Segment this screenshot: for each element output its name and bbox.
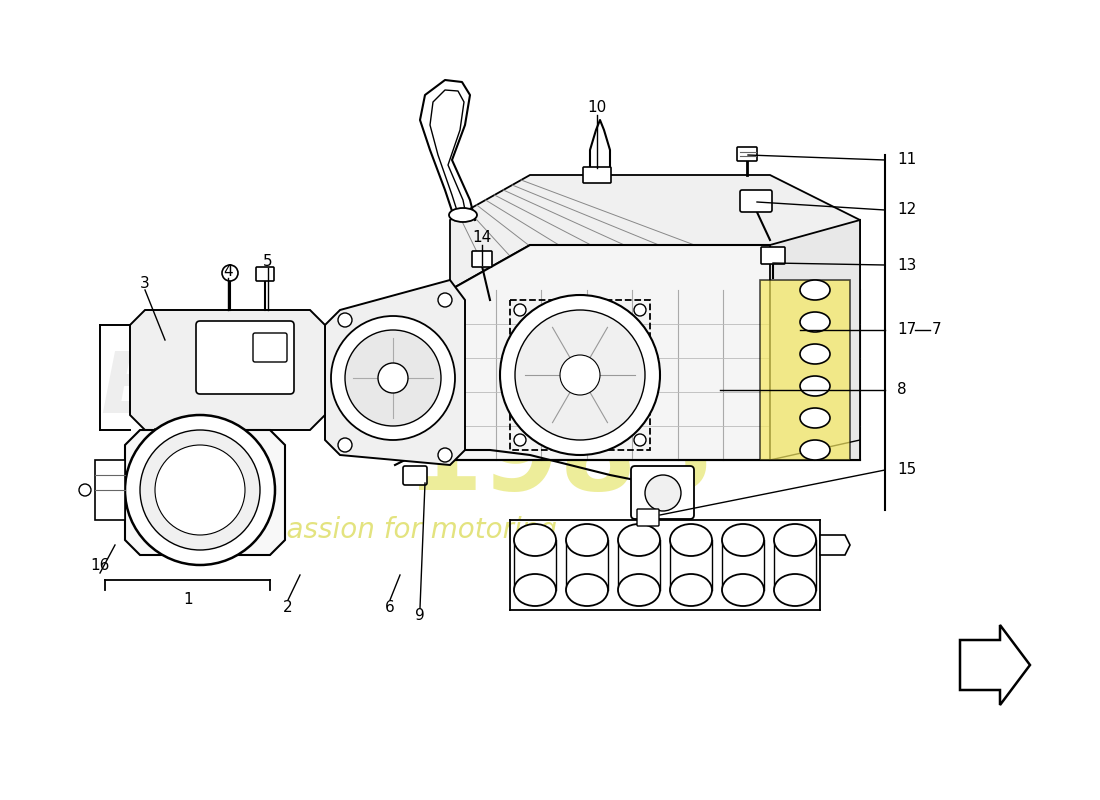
Ellipse shape	[774, 524, 816, 556]
Ellipse shape	[670, 574, 712, 606]
Text: 14: 14	[472, 230, 492, 246]
Text: 7: 7	[932, 322, 942, 338]
Text: 8: 8	[896, 382, 906, 398]
Circle shape	[140, 430, 260, 550]
Ellipse shape	[670, 524, 712, 556]
Circle shape	[345, 330, 441, 426]
Circle shape	[515, 310, 645, 440]
Circle shape	[634, 304, 646, 316]
FancyBboxPatch shape	[256, 267, 274, 281]
Text: 11: 11	[896, 153, 916, 167]
FancyBboxPatch shape	[253, 333, 287, 362]
Text: 16: 16	[90, 558, 110, 573]
Text: 9: 9	[415, 609, 425, 623]
FancyBboxPatch shape	[403, 466, 427, 485]
Polygon shape	[130, 310, 324, 430]
Circle shape	[338, 313, 352, 327]
Ellipse shape	[618, 524, 660, 556]
Circle shape	[645, 475, 681, 511]
FancyBboxPatch shape	[760, 280, 850, 460]
Ellipse shape	[514, 574, 556, 606]
Text: a passion for motoring: a passion for motoring	[243, 516, 557, 544]
Ellipse shape	[722, 524, 764, 556]
Text: 15: 15	[896, 462, 916, 478]
Text: 3: 3	[140, 275, 150, 290]
Ellipse shape	[800, 344, 830, 364]
Circle shape	[331, 316, 455, 440]
Circle shape	[438, 448, 452, 462]
Ellipse shape	[800, 408, 830, 428]
Polygon shape	[770, 220, 860, 460]
FancyBboxPatch shape	[637, 509, 659, 526]
Ellipse shape	[514, 524, 556, 556]
Text: 10: 10	[587, 101, 606, 115]
Ellipse shape	[566, 524, 608, 556]
Polygon shape	[125, 430, 285, 555]
Ellipse shape	[449, 208, 477, 222]
Polygon shape	[450, 245, 860, 460]
Polygon shape	[820, 535, 850, 555]
Circle shape	[338, 438, 352, 452]
Ellipse shape	[618, 574, 660, 606]
Text: 2: 2	[283, 601, 293, 615]
Circle shape	[155, 445, 245, 535]
Text: 13: 13	[896, 258, 916, 273]
FancyBboxPatch shape	[472, 251, 492, 267]
Text: 6: 6	[385, 601, 395, 615]
Polygon shape	[960, 625, 1030, 705]
Ellipse shape	[774, 574, 816, 606]
Text: 1: 1	[184, 593, 192, 607]
Ellipse shape	[800, 440, 830, 460]
Circle shape	[438, 293, 452, 307]
FancyBboxPatch shape	[196, 321, 294, 394]
Ellipse shape	[722, 574, 764, 606]
Circle shape	[634, 434, 646, 446]
Circle shape	[560, 355, 600, 395]
FancyBboxPatch shape	[737, 147, 757, 161]
FancyBboxPatch shape	[631, 466, 694, 519]
FancyBboxPatch shape	[761, 247, 785, 264]
Circle shape	[514, 304, 526, 316]
Ellipse shape	[800, 280, 830, 300]
FancyBboxPatch shape	[583, 167, 610, 183]
Polygon shape	[324, 280, 465, 465]
Polygon shape	[450, 175, 860, 290]
Text: 5: 5	[263, 254, 273, 269]
Circle shape	[79, 484, 91, 496]
Circle shape	[514, 434, 526, 446]
Text: 12: 12	[896, 202, 916, 218]
Ellipse shape	[566, 574, 608, 606]
Circle shape	[378, 363, 408, 393]
FancyBboxPatch shape	[740, 190, 772, 212]
Circle shape	[125, 415, 275, 565]
Text: 1985: 1985	[406, 406, 715, 514]
Circle shape	[222, 265, 238, 281]
Circle shape	[500, 295, 660, 455]
Text: 17: 17	[896, 322, 916, 338]
Text: EUROSPARES: EUROSPARES	[100, 349, 739, 431]
Ellipse shape	[800, 376, 830, 396]
Ellipse shape	[800, 312, 830, 332]
Text: 4: 4	[223, 263, 233, 278]
Polygon shape	[95, 460, 125, 520]
